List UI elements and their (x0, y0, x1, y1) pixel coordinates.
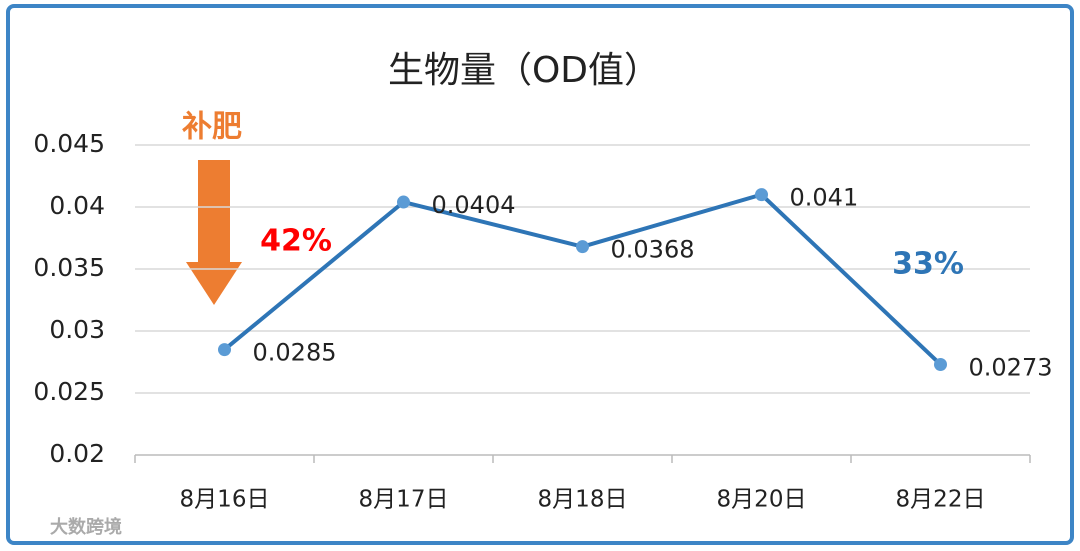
y-tick-label: 0.025 (33, 377, 105, 406)
point (576, 240, 589, 254)
data-label: 0.041 (790, 184, 859, 212)
data-label: 0.0285 (253, 339, 337, 367)
data-label: 0.0404 (432, 191, 516, 219)
annotation: 33% (892, 247, 964, 282)
x-tick-label: 8月17日 (359, 487, 449, 513)
point (755, 188, 768, 202)
annotation: 42% (260, 224, 332, 259)
y-tick-label: 0.04 (49, 191, 105, 220)
x-tick-label: 8月20日 (717, 487, 807, 513)
point (218, 343, 231, 357)
chart-title: 生物量（OD值） (388, 50, 660, 91)
data-label: 0.0273 (969, 353, 1053, 381)
y-tick-label: 0.045 (33, 129, 105, 158)
fertilize-arrow (186, 160, 242, 305)
watermark: 大数跨境 (50, 516, 122, 538)
point (934, 357, 947, 371)
x-tick-label: 8月16日 (180, 487, 270, 513)
data-label: 0.0368 (611, 236, 695, 264)
y-tick-label: 0.02 (49, 439, 105, 468)
annotation: 补肥 (182, 110, 242, 145)
y-tick-label: 0.035 (33, 253, 105, 282)
y-tick-label: 0.03 (49, 315, 105, 344)
chart-border (6, 4, 1074, 545)
x-tick-label: 8月22日 (896, 487, 986, 513)
x-tick-label: 8月18日 (538, 487, 628, 513)
point (397, 195, 410, 209)
